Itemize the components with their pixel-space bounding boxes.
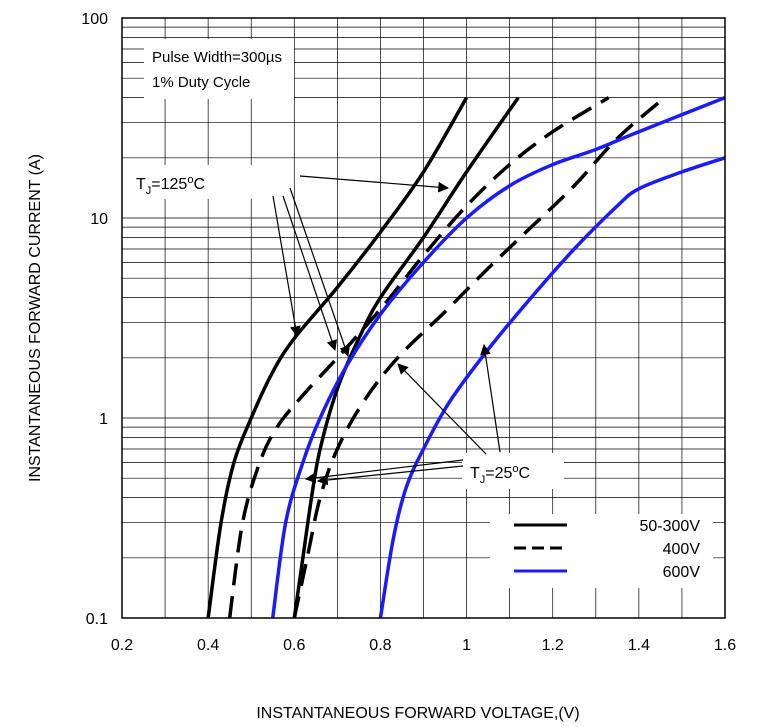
x-tick-label: 1.6 — [714, 637, 736, 654]
arrow-25c-to-50-300v — [316, 465, 464, 486]
x-tick-label: 0.4 — [197, 637, 219, 654]
series-line-50-300v-25c — [292, 96, 520, 619]
series-line-400v-125c — [227, 96, 610, 619]
tick-labels: 0.2 0.4 0.6 0.8 1 1.2 1.4 1.6 0.1 1 10 100 — [81, 11, 736, 654]
series-line-600v-25c — [378, 156, 726, 619]
legend-label: 50-300V — [640, 518, 701, 535]
series-line-600v-125c — [271, 95, 726, 619]
plot-frame — [121, 17, 726, 619]
tj-low-label: TJ=25oC — [470, 463, 530, 486]
legend: 50-300V 400V 600V — [514, 518, 700, 581]
conditions-line2: 1% Duty Cycle — [152, 74, 250, 91]
series-group — [206, 95, 726, 619]
x-tick-label: 0.8 — [369, 637, 391, 654]
x-axis-label: INSTANTANEOUS FORWARD VOLTAGE,(V) — [256, 705, 579, 722]
arrow-125c-to-50-300v — [299, 175, 450, 193]
annotation-arrows — [272, 175, 501, 486]
x-tick-label: 1 — [462, 637, 471, 654]
conditions-box — [144, 39, 294, 99]
tj-high-label: TJ=125oC — [136, 174, 205, 197]
arrow-125c-to-400v — [282, 195, 338, 352]
conditions-line1: Pulse Width=300µs — [152, 49, 282, 66]
x-tick-label: 1.2 — [542, 637, 564, 654]
y-tick-label: 1 — [99, 411, 108, 428]
x-tick-label: 0.6 — [283, 637, 305, 654]
legend-label: 600V — [663, 564, 701, 581]
x-tick-label: 0.2 — [111, 637, 133, 654]
y-tick-label: 10 — [90, 211, 108, 228]
arrow-25c-to-400v — [397, 363, 487, 455]
series-line-50-300v-125c — [206, 96, 469, 619]
x-tick-label: 1.4 — [628, 637, 650, 654]
y-axis-label: INSTANTANEOUS FORWARD CURRENT (A) — [27, 154, 44, 482]
y-tick-label: 0.1 — [86, 611, 108, 628]
series-line-400v-25c — [292, 96, 666, 619]
arrow-25c-to-600v — [480, 343, 501, 453]
arrow-125c-to-600v — [289, 187, 350, 358]
tj-low-label-box — [462, 453, 564, 489]
arrow-25c-to-600v-125c — [304, 459, 464, 484]
arrow-125c-to-50-300v-low — [272, 195, 301, 338]
tj-high-label-box — [124, 165, 256, 199]
legend-label: 400V — [663, 541, 701, 558]
y-tick-label: 100 — [81, 11, 108, 28]
